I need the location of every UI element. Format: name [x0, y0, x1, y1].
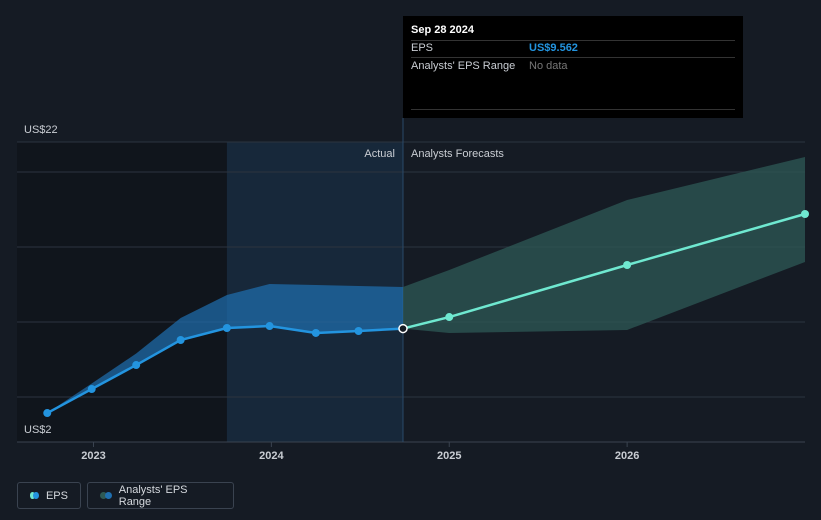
x-tick-label: 2023 — [81, 450, 105, 462]
x-tick-label: 2026 — [615, 450, 639, 462]
actual-label: Actual — [364, 148, 395, 160]
tooltip: Sep 28 2024 EPS US$9.562 Analysts' EPS R… — [403, 16, 743, 118]
legend-range[interactable]: Analysts' EPS Range — [87, 482, 234, 509]
forecast-label: Analysts Forecasts — [411, 148, 504, 160]
eps-point — [311, 328, 320, 337]
x-tick-label: 2024 — [259, 450, 284, 462]
eps-point — [623, 261, 632, 269]
eps-point — [354, 327, 363, 335]
past-shade — [17, 142, 227, 442]
tooltip-label: EPS — [411, 42, 434, 54]
tooltip-label: Analysts' EPS Range — [411, 60, 516, 72]
range-area — [402, 157, 805, 333]
eps-point — [398, 323, 408, 334]
divider — [411, 109, 735, 110]
eps-line — [402, 212, 806, 330]
eps-point — [801, 210, 809, 218]
legend-eps[interactable]: EPS — [17, 482, 81, 509]
tooltip-date: Sep 28 2024 — [411, 24, 474, 36]
eps-point — [132, 361, 141, 370]
eps-point — [265, 322, 274, 331]
eps-point — [222, 324, 231, 332]
eps-point — [445, 313, 454, 322]
x-tick-label: 2025 — [437, 450, 461, 462]
tooltip-value: US$9.562 — [529, 42, 578, 54]
divider — [411, 40, 735, 41]
eps-point — [87, 385, 96, 394]
range-area — [47, 284, 403, 414]
eps-point — [43, 409, 52, 418]
y-tick-label: US$22 — [24, 124, 58, 136]
divider — [411, 57, 735, 58]
eps-point — [176, 336, 185, 344]
y-tick-label: US$2 — [24, 424, 52, 436]
legend-label: EPS — [45, 489, 68, 502]
tooltip-value: No data — [529, 60, 568, 72]
legend-label: Analysts' EPS Range — [118, 483, 188, 508]
